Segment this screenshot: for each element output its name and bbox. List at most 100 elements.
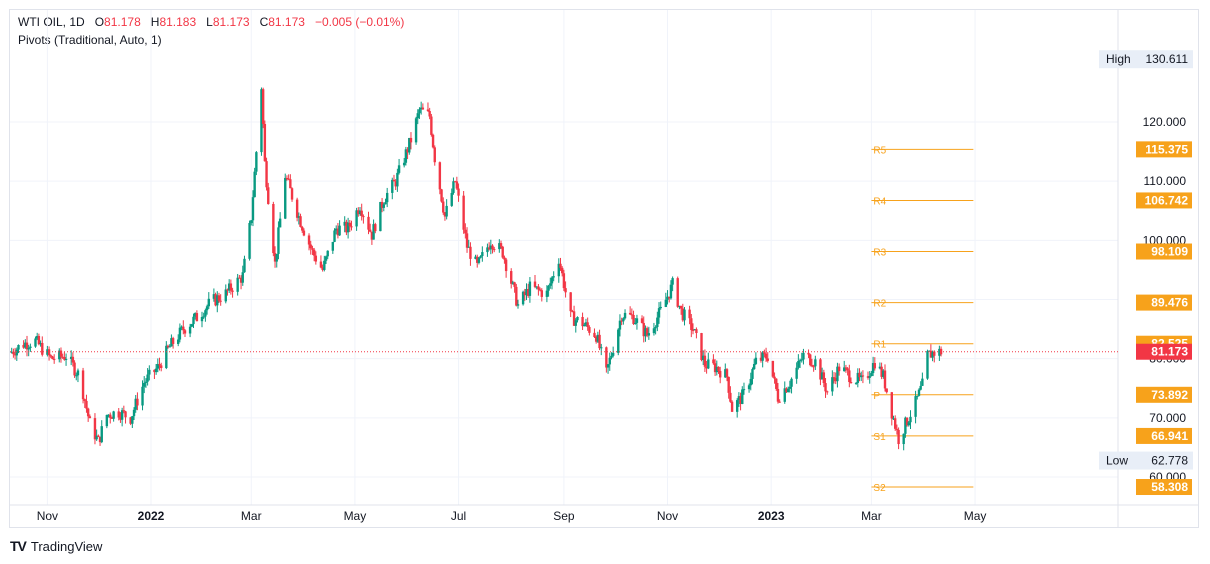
x-tick-label: Nov bbox=[37, 509, 58, 523]
candle-body bbox=[358, 210, 362, 215]
candle-body bbox=[844, 367, 848, 369]
candle-body bbox=[355, 210, 358, 227]
pivot-name: R3 bbox=[873, 248, 886, 259]
candle-body bbox=[550, 277, 554, 284]
y-tick-label: 110.000 bbox=[1144, 174, 1187, 188]
candle-body bbox=[702, 355, 705, 361]
pivot-price-label: 58.308 bbox=[1151, 480, 1188, 494]
pivot-name: R5 bbox=[873, 145, 886, 156]
candle-body bbox=[285, 177, 289, 179]
candle-body bbox=[192, 316, 195, 325]
candle-body bbox=[182, 326, 185, 331]
candle-body bbox=[63, 357, 66, 360]
candle-body bbox=[22, 344, 25, 348]
candle-body bbox=[503, 257, 506, 260]
candle-body bbox=[917, 389, 921, 396]
candle-body bbox=[392, 179, 396, 182]
candle-body bbox=[611, 352, 615, 356]
candle-body bbox=[231, 290, 234, 292]
candle-body bbox=[426, 109, 430, 112]
candle-body bbox=[581, 316, 584, 327]
candle-body bbox=[239, 277, 243, 283]
candle-body bbox=[112, 411, 115, 419]
symbol-name[interactable]: WTI OIL, 1D bbox=[18, 15, 85, 29]
candle-body bbox=[576, 316, 579, 321]
candle-body bbox=[440, 189, 443, 202]
candle-body bbox=[831, 377, 834, 392]
candle-body bbox=[171, 338, 175, 344]
candle-body bbox=[238, 277, 241, 279]
pivot-name: R2 bbox=[873, 299, 886, 310]
candle-body bbox=[143, 382, 146, 387]
candle-body bbox=[263, 123, 267, 162]
candle-body bbox=[384, 202, 387, 205]
x-tick-label: Mar bbox=[241, 509, 262, 523]
candle-body bbox=[409, 137, 413, 143]
candle-body bbox=[559, 263, 562, 268]
candle-body bbox=[644, 328, 647, 337]
candle-body bbox=[510, 271, 513, 284]
candle-body bbox=[261, 89, 265, 124]
candle-body bbox=[525, 288, 528, 296]
indicator-legend[interactable]: Pivots (Traditional, Auto, 1) bbox=[18, 33, 162, 47]
candle-body bbox=[362, 216, 365, 218]
symbol-legend[interactable]: WTI OIL, 1D O81.178 H81.183 L81.173 C81.… bbox=[18, 15, 404, 29]
candle-body bbox=[897, 429, 900, 445]
candle-body bbox=[493, 249, 496, 251]
candle-body bbox=[895, 428, 899, 430]
candle-body bbox=[273, 253, 277, 262]
candle-body bbox=[131, 416, 134, 424]
candle-body bbox=[148, 369, 151, 375]
candle-body bbox=[394, 181, 397, 187]
candle-body bbox=[610, 355, 613, 358]
pivot-price-tag bbox=[1136, 294, 1192, 311]
candle-body bbox=[523, 291, 527, 296]
candle-body bbox=[226, 289, 229, 291]
close-label: C bbox=[259, 15, 269, 29]
candle-body bbox=[623, 312, 627, 319]
candle-body bbox=[921, 378, 924, 386]
candle-body bbox=[277, 227, 280, 254]
candle-body bbox=[51, 356, 54, 360]
candle-body bbox=[693, 329, 696, 331]
x-tick-label: 2023 bbox=[758, 509, 785, 523]
candle-body bbox=[302, 230, 306, 236]
candle-body bbox=[178, 327, 182, 340]
candle-body bbox=[775, 378, 778, 389]
candle-body bbox=[301, 226, 304, 231]
candle-body bbox=[312, 249, 316, 256]
candle-body bbox=[826, 391, 829, 393]
candle-body bbox=[729, 392, 732, 402]
candle-body bbox=[160, 365, 163, 368]
candle-body bbox=[452, 181, 455, 193]
last-price-tag bbox=[1136, 343, 1192, 360]
candle-body bbox=[656, 317, 659, 328]
indicator-name[interactable]: Pivots (Traditional, Auto, 1) bbox=[18, 33, 162, 47]
candle-body bbox=[645, 328, 649, 336]
candle-body bbox=[819, 359, 822, 380]
candle-body bbox=[154, 368, 158, 373]
candle-body bbox=[27, 347, 30, 350]
candle-body bbox=[537, 286, 540, 290]
candle-body bbox=[180, 326, 183, 328]
candle-body bbox=[540, 290, 543, 297]
pivot-price-label: 98.109 bbox=[1151, 245, 1188, 259]
candle-body bbox=[713, 363, 717, 373]
candle-body bbox=[455, 181, 459, 189]
candle-body bbox=[476, 256, 479, 263]
candle-body bbox=[669, 284, 673, 299]
candle-body bbox=[380, 201, 384, 208]
candle-body bbox=[814, 359, 817, 367]
candle-body bbox=[771, 360, 775, 377]
pivot-name: S2 bbox=[873, 483, 886, 494]
candle-body bbox=[712, 359, 715, 364]
tradingview-logo[interactable]: TV TradingView bbox=[10, 538, 102, 554]
candle-body bbox=[134, 398, 137, 410]
candle-body bbox=[866, 376, 870, 378]
candle-body bbox=[170, 338, 173, 347]
pivot-name: S1 bbox=[873, 432, 886, 443]
high-marker-value: 130.611 bbox=[1146, 52, 1189, 66]
candle-body bbox=[849, 382, 853, 384]
candle-body bbox=[659, 306, 662, 309]
